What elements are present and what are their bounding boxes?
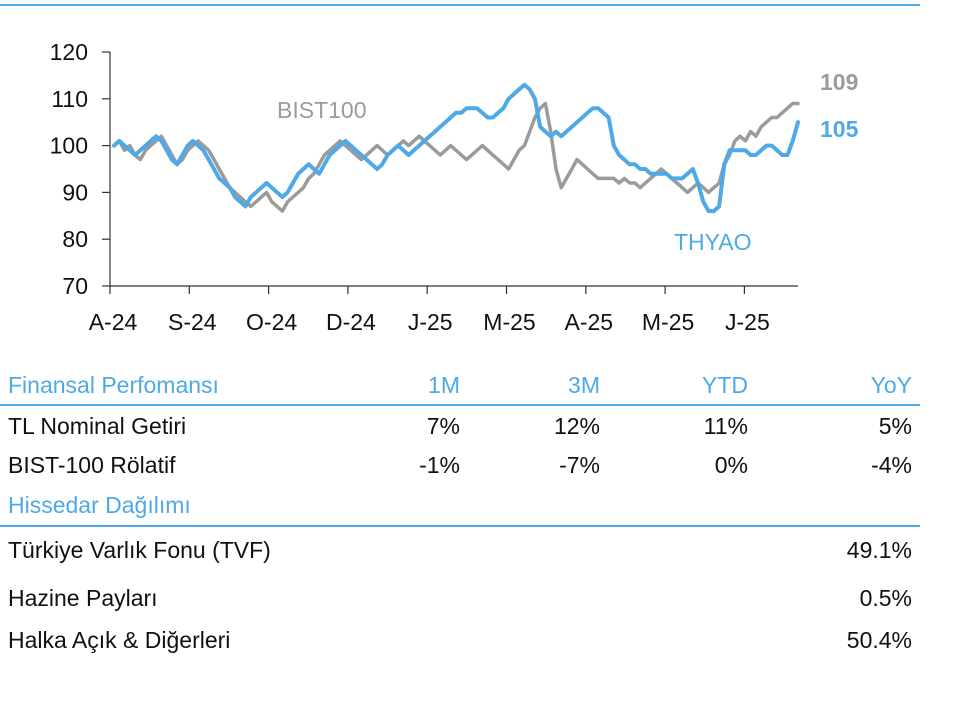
table-row: Türkiye Varlık Fonu (TVF) 49.1% [8,537,920,571]
performance-header-divider [0,404,920,406]
x-axis: A-24 S-24 O-24 D-24 J-25 M-25 A-25 M-25 J-25 [89,285,798,335]
series-lines [112,82,800,214]
cell-share: 0.5% [859,585,912,611]
row-label: Hazine Payları [8,585,158,611]
cell-1m: -1% [419,452,460,478]
cell-share: 50.4% [846,627,912,653]
row-label: Halka Açık & Diğerleri [8,627,231,653]
performance-title: Finansal Perfomansı [8,372,219,398]
series-label-thyao: THYAO [674,229,752,255]
col-header-ytd: YTD [702,372,748,398]
series-line-bist100 [112,101,800,213]
x-tick-label: A-25 [565,309,614,335]
cell-ytd: 0% [714,452,748,478]
cell-ytd: 11% [703,413,748,439]
col-header-yoy: YoY [870,372,912,398]
table-row: Halka Açık & Diğerleri 50.4% [8,627,920,661]
cell-3m: -7% [559,452,600,478]
performance-header-row: Finansal Perfomansı 1M 3M YTD YoY [8,372,920,406]
y-axis: 70 80 90 100 110 120 [50,39,111,299]
x-tick-label: M-25 [483,309,535,335]
table-row: TL Nominal Getiri 7% 12% 11% 5% [8,413,920,447]
table-row: BIST-100 Rölatif -1% -7% 0% -4% [8,452,920,486]
series-label-bist100: BIST100 [277,97,367,123]
top-divider [0,4,920,6]
y-tick-label: 100 [50,133,88,159]
col-header-3m: 3M [568,372,600,398]
y-tick-label: 90 [62,179,88,205]
row-label: Türkiye Varlık Fonu (TVF) [8,537,271,563]
end-value-bist100: 109 [820,69,858,95]
cell-yoy: 5% [878,413,912,439]
y-tick-label: 120 [50,39,88,65]
x-tick-label: S-24 [168,309,217,335]
row-label: TL Nominal Getiri [8,413,187,439]
y-tick-label: 80 [62,226,88,252]
table-row: Hazine Payları 0.5% [8,585,920,619]
x-tick-label: D-24 [326,309,376,335]
cell-3m: 12% [553,413,600,439]
cell-1m: 7% [426,413,460,439]
x-tick-label: M-25 [642,309,694,335]
col-header-1m: 1M [428,372,460,398]
y-tick-label: 70 [62,273,88,299]
x-tick-label: J-25 [725,309,770,335]
cell-yoy: -4% [871,452,912,478]
x-tick-label: A-24 [89,309,138,335]
price-chart: 70 80 90 100 110 120 A-24 S-24 O-24 D-24 J-25 M-25… [50,39,859,335]
end-value-thyao: 105 [820,116,859,142]
x-tick-label: J-25 [408,309,453,335]
shareholder-header-divider [0,525,920,527]
y-tick-label: 110 [51,86,88,112]
row-label: BIST-100 Rölatif [8,452,176,478]
shareholder-header-row: Hissedar Dağılımı [8,492,920,526]
series-line-thyao [112,82,800,214]
x-tick-label: O-24 [246,309,297,335]
cell-share: 49.1% [846,537,912,563]
shareholder-title: Hissedar Dağılımı [8,492,191,518]
